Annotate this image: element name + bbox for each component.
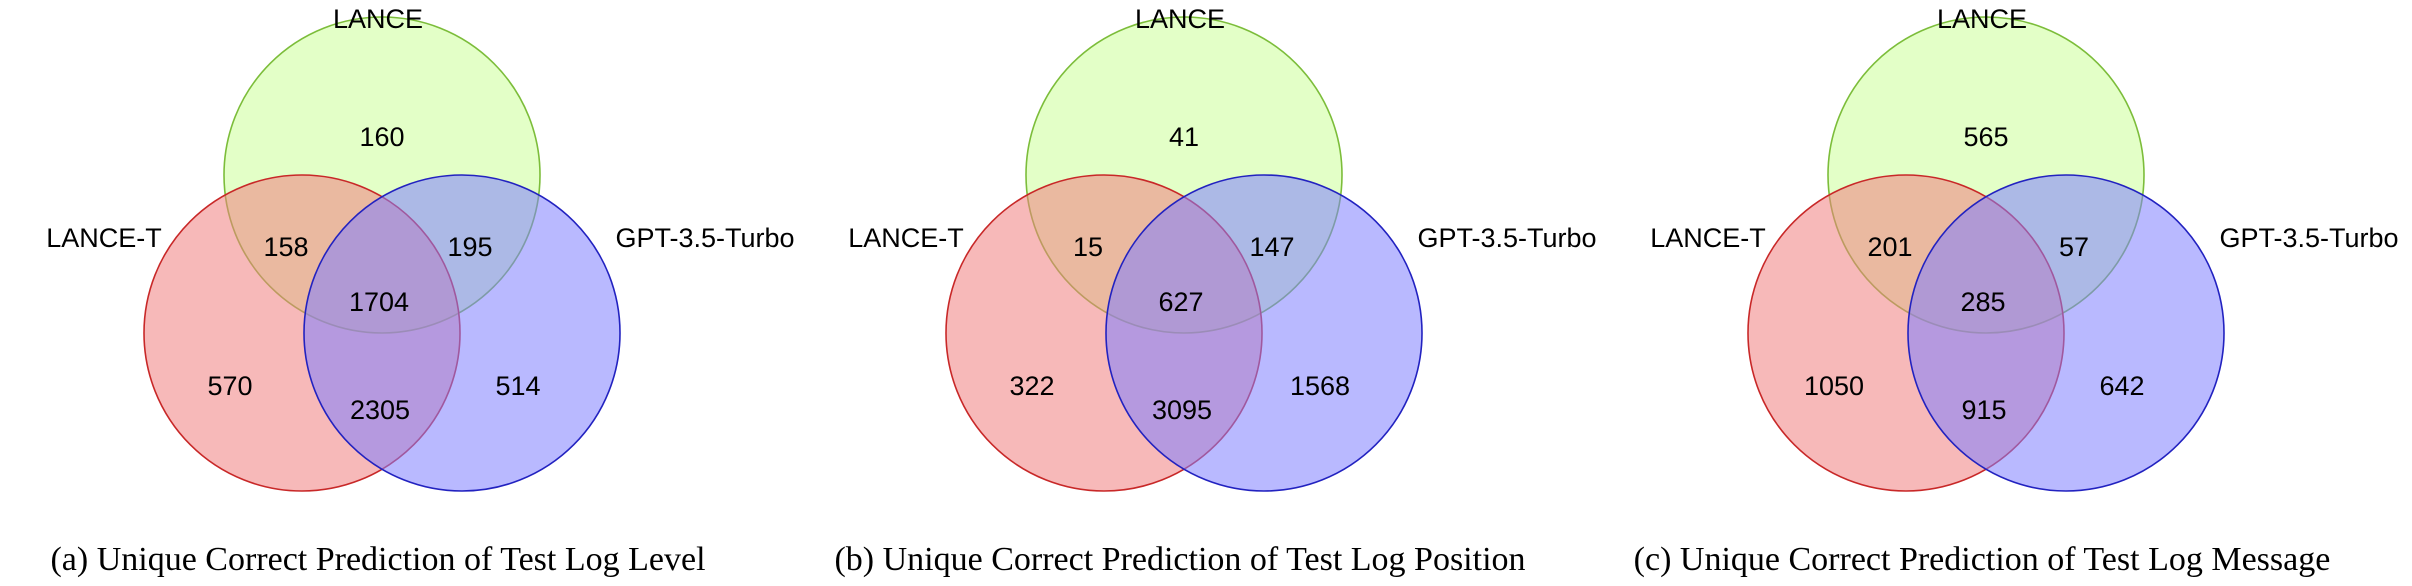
gpt-only-count: 642 [2099, 371, 2144, 401]
panel-caption: (b) Unique Correct Prediction of Test Lo… [834, 541, 1525, 578]
panel-caption: (a) Unique Correct Prediction of Test Lo… [50, 541, 705, 578]
lance-label: LANCE [333, 4, 423, 34]
gpt-only-count: 514 [495, 371, 540, 401]
lance-t-and-gpt-count: 2305 [350, 395, 410, 425]
lance-label: LANCE [1135, 4, 1225, 34]
lance-t-label: LANCE-T [848, 223, 964, 253]
all-three-count: 285 [1960, 287, 2005, 317]
lance-t-only-count: 322 [1009, 371, 1054, 401]
lance-and-gpt-count: 195 [447, 232, 492, 262]
venn-panel-a: LANCE LANCE-T GPT-3.5-Turbo 160 158 195 … [46, 4, 794, 578]
lance-only-count: 565 [1963, 122, 2008, 152]
lance-and-lance-t-count: 15 [1073, 232, 1103, 262]
lance-only-count: 41 [1169, 122, 1199, 152]
gpt-circle [1105, 174, 1423, 492]
lance-t-only-count: 1050 [1804, 371, 1864, 401]
gpt-circle [1907, 174, 2225, 492]
lance-and-gpt-count: 147 [1249, 232, 1294, 262]
lance-t-label: LANCE-T [46, 223, 162, 253]
lance-only-count: 160 [359, 122, 404, 152]
gpt-label: GPT-3.5-Turbo [2219, 223, 2398, 253]
panel-caption: (c) Unique Correct Prediction of Test Lo… [1634, 541, 2331, 578]
gpt-label: GPT-3.5-Turbo [1417, 223, 1596, 253]
lance-label: LANCE [1937, 4, 2027, 34]
lance-and-lance-t-count: 158 [263, 232, 308, 262]
gpt-label: GPT-3.5-Turbo [615, 223, 794, 253]
lance-and-lance-t-count: 201 [1867, 232, 1912, 262]
all-three-count: 1704 [349, 287, 409, 317]
venn-panel-c: LANCE LANCE-T GPT-3.5-Turbo 565 201 57 2… [1634, 4, 2399, 578]
lance-t-label: LANCE-T [1650, 223, 1766, 253]
lance-t-and-gpt-count: 915 [1961, 395, 2006, 425]
all-three-count: 627 [1158, 287, 1203, 317]
lance-t-and-gpt-count: 3095 [1152, 395, 1212, 425]
gpt-circle [303, 174, 621, 492]
venn-panel-b: LANCE LANCE-T GPT-3.5-Turbo 41 15 147 62… [834, 4, 1596, 578]
gpt-only-count: 1568 [1290, 371, 1350, 401]
lance-and-gpt-count: 57 [2059, 232, 2089, 262]
lance-t-only-count: 570 [207, 371, 252, 401]
